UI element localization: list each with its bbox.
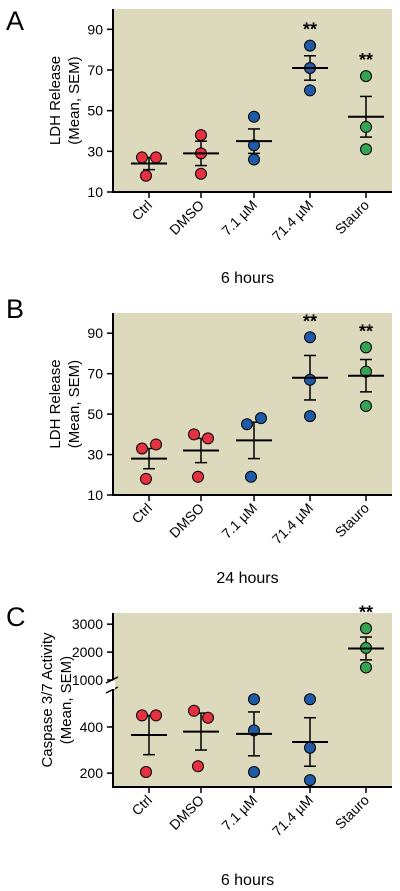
data-point	[150, 709, 162, 722]
data-point	[140, 169, 152, 182]
data-point	[202, 432, 214, 445]
y-tick-label: 30	[87, 447, 103, 463]
panel-letter: A	[6, 6, 24, 36]
data-point	[304, 693, 316, 706]
data-point	[150, 151, 162, 164]
x-tick-label: Stauro	[332, 500, 373, 541]
x-tick-label: 71.4 µM	[269, 197, 316, 244]
y-tick-label: 3000	[72, 616, 103, 632]
x-tick-label: Ctrl	[128, 500, 155, 527]
y-tick-label: 200	[80, 765, 104, 781]
significance-label: **	[359, 50, 373, 70]
y-tick-label: 2000	[72, 644, 103, 660]
data-point	[248, 693, 260, 706]
significance-label: **	[303, 20, 317, 40]
data-point	[188, 428, 200, 441]
x-axis-label: 24 hours	[216, 570, 278, 587]
significance-label: **	[303, 311, 317, 331]
panel-letter: B	[6, 294, 24, 324]
data-point	[304, 373, 316, 386]
x-tick-label: DMSO	[166, 792, 207, 833]
data-point	[188, 704, 200, 717]
panel-b: B 10 30 50 70 90 Ctrl DMSO 7.1 µM 71.4 µM Stauro LD…	[6, 294, 392, 587]
data-point	[304, 331, 316, 344]
y-tick-label: 10	[87, 487, 103, 503]
data-point	[360, 661, 372, 674]
y-tick-label: 1000	[72, 672, 103, 688]
data-point	[304, 741, 316, 754]
data-point	[360, 622, 372, 635]
x-tick-label: DMSO	[166, 500, 207, 541]
y-axis-label: LDH Release	[47, 56, 64, 145]
x-axis-label: 6 hours	[221, 872, 274, 889]
plot-area	[113, 313, 392, 495]
data-point	[248, 139, 260, 152]
data-point	[245, 470, 257, 483]
data-point	[360, 70, 372, 83]
data-point	[360, 341, 372, 354]
data-point	[195, 129, 207, 142]
x-axis-label: 6 hours	[221, 270, 274, 287]
panel-c: C 1000 2000 3000 200 400 Ctrl DMSO 7.1 µM 71.4 µM…	[6, 602, 392, 889]
x-tick-label: 71.4 µM	[269, 500, 316, 547]
axis-break-mark	[105, 686, 119, 694]
y-tick-label: 50	[87, 103, 103, 119]
data-point	[136, 151, 148, 164]
x-tick-label: Ctrl	[128, 197, 155, 224]
data-point	[360, 120, 372, 133]
data-point	[304, 84, 316, 97]
data-point	[248, 110, 260, 123]
data-point	[140, 765, 152, 778]
data-point	[136, 442, 148, 455]
data-point	[360, 143, 372, 156]
data-point	[304, 39, 316, 52]
x-tick-label: 71.4 µM	[269, 792, 316, 839]
data-point	[360, 400, 372, 413]
significance-label: **	[359, 321, 373, 341]
y-tick-label: 400	[80, 719, 104, 735]
y-axis-label: (Mean, SEM)	[58, 656, 75, 744]
x-tick-label: Ctrl	[128, 792, 155, 819]
data-point	[304, 410, 316, 423]
x-tick-label: Stauro	[332, 197, 373, 238]
y-tick-label: 50	[87, 406, 103, 422]
data-point	[192, 760, 204, 773]
y-axis-label: (Mean, SEM)	[66, 56, 83, 144]
y-tick-label: 30	[87, 143, 103, 159]
data-point	[136, 709, 148, 722]
data-point	[248, 765, 260, 778]
data-point	[360, 365, 372, 378]
y-axis-label: Caspase 3/7 Activity	[39, 632, 56, 768]
x-tick-label: 7.1 µM	[218, 197, 260, 239]
y-axis-label: (Mean, SEM)	[66, 360, 83, 448]
x-tick-label: 7.1 µM	[218, 500, 260, 542]
data-point	[150, 438, 162, 451]
y-tick-label: 10	[87, 184, 103, 200]
data-point	[304, 774, 316, 787]
panel-a: A 10 30 50 70 90 Ctrl DMSO 7.1 µM 71.4 µM Stauro LD…	[6, 6, 392, 287]
x-tick-label: Stauro	[332, 792, 373, 833]
significance-label: **	[359, 602, 373, 622]
panel-letter: C	[6, 602, 26, 632]
y-tick-label: 90	[87, 21, 103, 37]
data-point	[192, 470, 204, 483]
axis-break-gap	[112, 681, 115, 689]
data-point	[202, 711, 214, 724]
data-point	[241, 418, 253, 431]
y-tick-label: 70	[87, 62, 103, 78]
y-tick-label: 90	[87, 325, 103, 341]
x-tick-label: 7.1 µM	[218, 792, 260, 834]
y-tick-label: 70	[87, 366, 103, 382]
y-axis-label: LDH Release	[47, 359, 64, 448]
x-tick-label: DMSO	[166, 197, 207, 238]
data-point	[195, 167, 207, 180]
data-point	[255, 412, 267, 425]
data-point	[248, 153, 260, 166]
data-point	[140, 472, 152, 485]
